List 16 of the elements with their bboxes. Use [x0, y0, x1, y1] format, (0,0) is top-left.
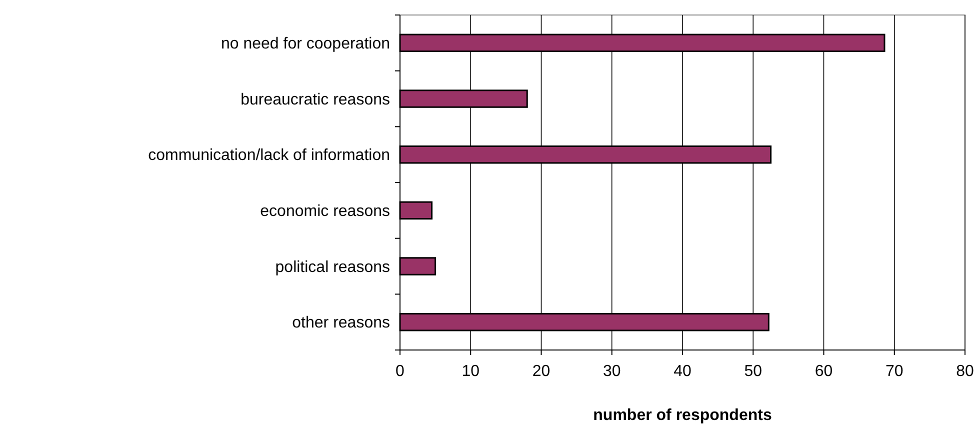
y-tick-label: other reasons	[292, 314, 390, 332]
x-tick-label: 40	[674, 363, 692, 380]
x-tick-label: 30	[602, 363, 621, 380]
x-tick-label: 60	[814, 363, 833, 380]
y-tick-label: economic reasons	[260, 203, 390, 220]
x-tick-label: 0	[396, 363, 405, 380]
y-tick-label: no need for cooperation	[220, 36, 390, 53]
y-tick-label: political reasons	[275, 258, 390, 276]
x-tick-label: 10	[462, 363, 480, 380]
x-tick-label: 50	[744, 363, 762, 380]
x-tick-label: 20	[532, 363, 550, 380]
x-tick-label: 70	[885, 363, 904, 380]
y-tick-label: communication/lack of information	[148, 147, 390, 164]
y-tick-label: bureaucratic reasons	[240, 91, 390, 108]
x-tick-label: 80	[956, 363, 974, 380]
x-axis-title: number of respondents	[593, 407, 772, 424]
